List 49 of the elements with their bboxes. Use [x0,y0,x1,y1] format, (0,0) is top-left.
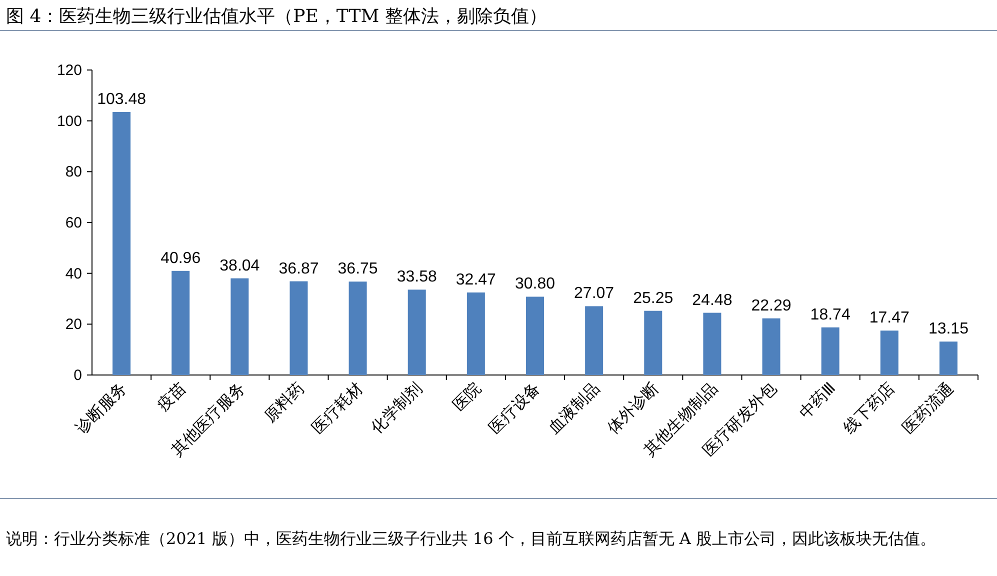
bar [585,306,604,375]
bar [290,281,308,375]
y-tick-label: 100 [56,112,82,130]
data-label: 17.47 [869,310,910,327]
data-label: 40.96 [160,250,201,267]
data-label: 38.04 [220,257,260,274]
data-label: 103.48 [97,90,146,108]
x-tick-label: 线下药店 [840,378,898,438]
bar [762,318,780,375]
text: 说明：行业分类标准（2021 版）中，医药生物行业三级子行业共 16 个，目前互联网药店暂无 A 股上市公司，因此该板块无估值。 [6,528,938,550]
bar [821,327,840,375]
data-label: 30.80 [514,276,556,293]
y-tick-label: 80 [65,164,82,181]
y-tick-label: 60 [65,214,82,232]
bar [526,296,544,375]
bar [408,290,426,375]
x-tick-label: 医院 [448,378,485,414]
data-label: 24.48 [692,292,732,309]
data-label: 36.87 [278,260,319,278]
x-tick-label: 医药流通 [898,378,958,438]
bar [112,112,131,375]
x-tick-label: 血液制品 [544,378,603,438]
data-label: 36.75 [338,260,378,278]
bar [880,330,898,375]
data-label: 25.25 [633,290,674,307]
data-label: 13.15 [928,320,969,338]
y-tick-label: 40 [65,265,82,282]
x-tick-label: 化学制剂 [367,378,426,438]
data-label: 22.29 [751,297,792,314]
y-tick-label: 0 [74,367,82,384]
y-tick-label: 20 [65,316,82,334]
x-tick-label: 中药Ⅲ [795,378,840,422]
bar [466,292,485,375]
data-label: 27.07 [574,285,614,302]
x-tick-label: 原料药 [260,378,308,426]
x-tick-label: 医疗设备 [485,378,544,438]
bar [939,342,958,375]
bar [644,310,662,375]
data-label: 32.47 [456,271,496,288]
chart-title: 图 4：医药生物三级行业估值水平（PE，TTM 整体法，剔除负值） [6,5,547,28]
x-tick-label: 医疗耗材 [308,378,367,438]
data-label: 33.58 [396,268,437,286]
data-label: 18.74 [810,306,850,324]
bar [230,278,249,375]
x-tick-label: 疫苗 [153,378,190,414]
bar [172,270,190,375]
y-tick-label: 120 [56,62,82,79]
bar [348,282,367,375]
bar [703,312,722,375]
